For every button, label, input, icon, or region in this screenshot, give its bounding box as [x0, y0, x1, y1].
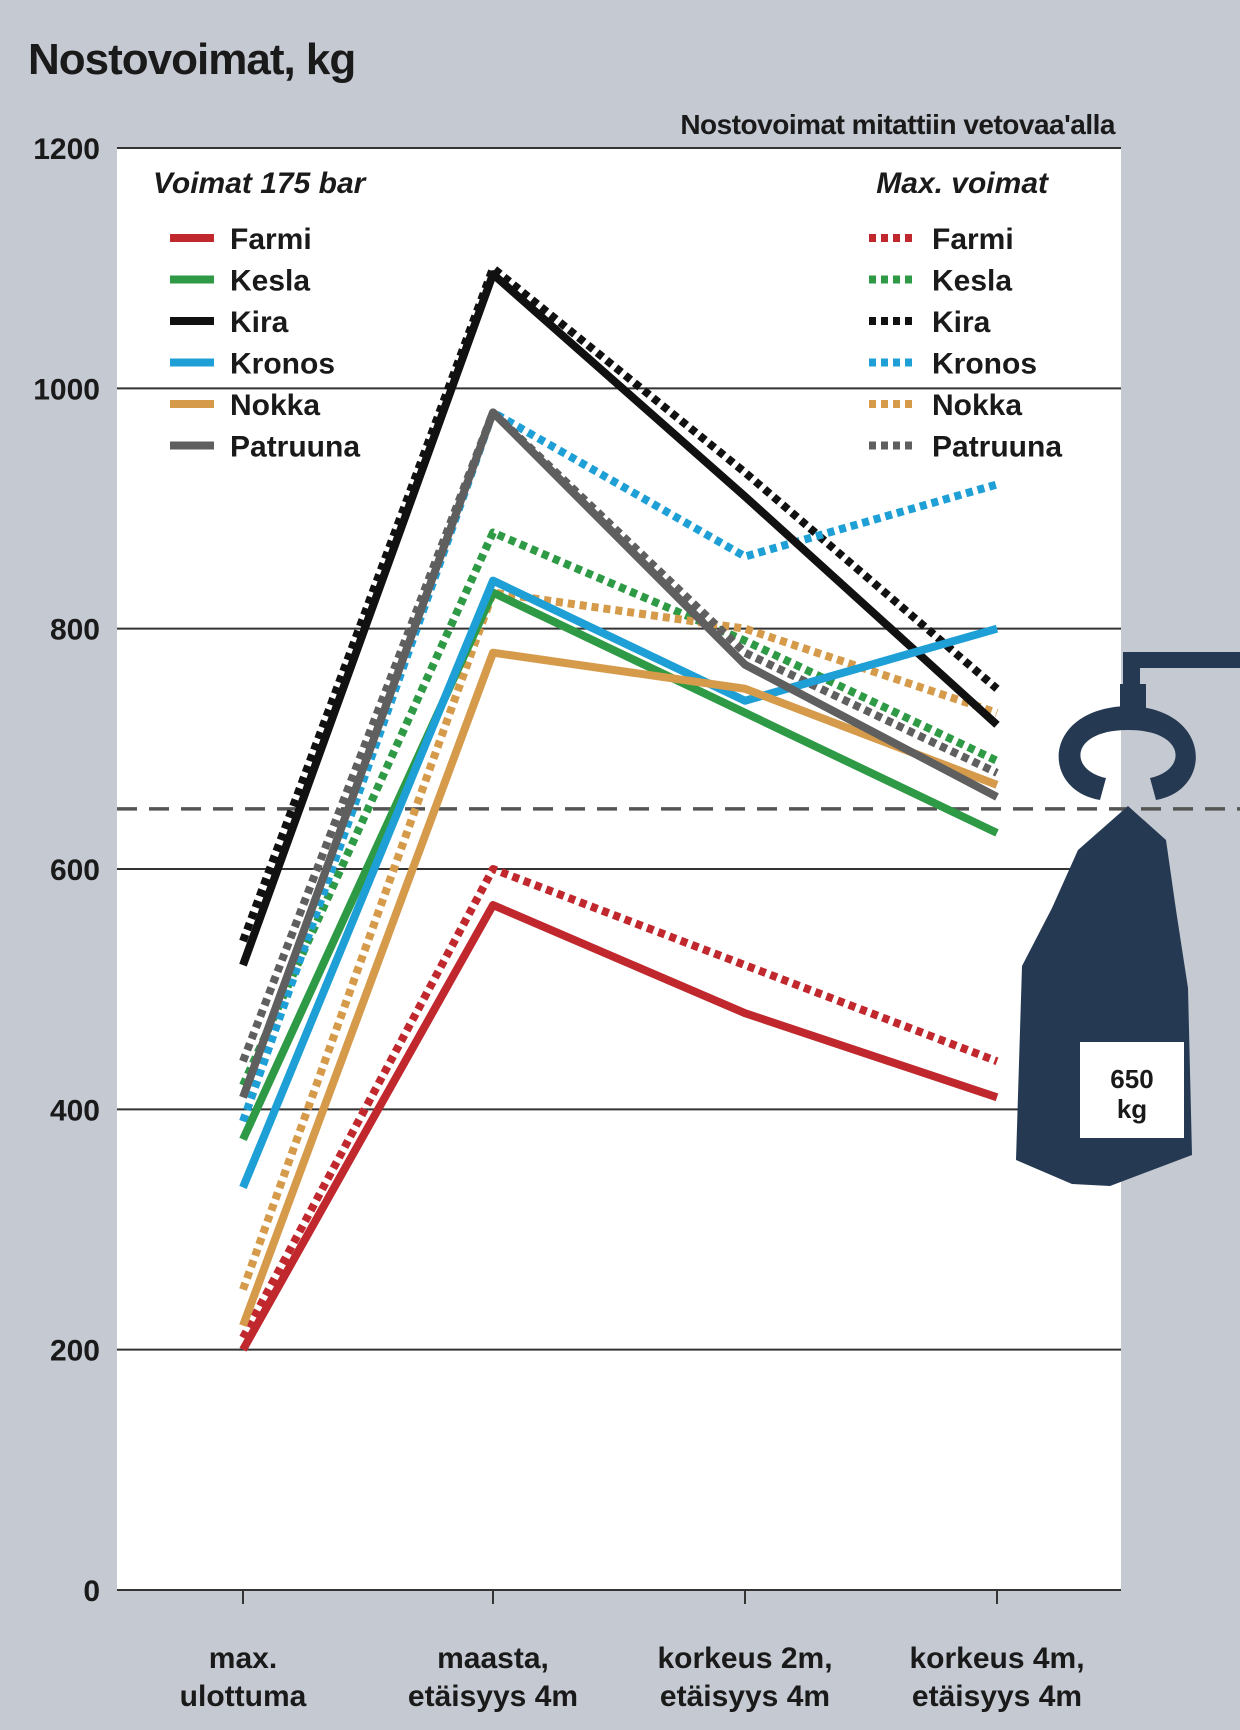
legend-solid-title: Voimat 175 bar: [153, 167, 368, 200]
force-175bar-series: [239, 270, 1000, 1352]
solid-series-kira: [239, 270, 1000, 967]
legend-label-farmi: Farmi: [230, 223, 312, 256]
weight-unit: kg: [1117, 1094, 1147, 1124]
y-tick-label: 800: [50, 614, 100, 647]
legend-dotted-label-nokka: Nokka: [932, 389, 1022, 422]
legend-label-kira: Kira: [230, 306, 289, 339]
y-tick-label: 1000: [33, 373, 100, 406]
y-tick-label: 400: [50, 1094, 100, 1127]
dotted-series-kesla: [239, 528, 999, 1087]
x-tick-label: etäisyys 4m: [660, 1680, 830, 1713]
x-tick-label: korkeus 4m,: [909, 1642, 1084, 1675]
legend-label-patruuna: Patruuna: [230, 431, 360, 464]
solid-series-patruuna: [239, 408, 999, 1099]
solid-series-kronos: [239, 576, 999, 1189]
solid-series-farmi: [239, 901, 999, 1352]
y-tick-label: 0: [83, 1575, 100, 1608]
x-tick-label: max.: [209, 1642, 277, 1675]
x-axis-ticks: max. ulottuma maasta, etäisyys 4m korkeus 2m…: [180, 1590, 1085, 1713]
weight-icon: 650 kg: [1016, 652, 1240, 1186]
grapple-icon: [1058, 706, 1196, 800]
legend-dotted-label-kira: Kira: [932, 306, 991, 339]
x-tick-label: etäisyys 4m: [912, 1680, 1082, 1713]
chart-note: Nostovoimat mitattiin vetovaa'alla: [680, 109, 1116, 140]
dotted-series-patruuna: [239, 408, 999, 1063]
crane-joint-icon: [1120, 684, 1146, 708]
y-axis-ticks: 0 200 400 600 800 1000 1200: [33, 133, 100, 1608]
legend-label-nokka: Nokka: [230, 389, 320, 422]
x-tick-label: maasta,: [437, 1642, 549, 1675]
y-tick-label: 600: [50, 854, 100, 887]
legend-dotted-title: Max. voimat: [876, 167, 1050, 200]
x-tick-label: korkeus 2m,: [657, 1642, 832, 1675]
y-tick-label: 1200: [33, 133, 100, 166]
solid-series-kesla: [239, 588, 999, 1142]
weight-label-box: [1080, 1042, 1184, 1138]
dotted-series-kronos: [239, 408, 999, 1123]
dotted-series-kira: [239, 264, 1000, 943]
legend-dotted-label-kronos: Kronos: [932, 348, 1037, 381]
weight-value: 650: [1110, 1064, 1153, 1094]
dotted-series-nokka: [239, 588, 999, 1291]
legend-label-kronos: Kronos: [230, 348, 335, 381]
legend-dotted-label-farmi: Farmi: [932, 223, 1014, 256]
x-tick-label: ulottuma: [180, 1680, 307, 1713]
legends: Voimat 175 bar Max. voimat Farmi Kesla Kir…: [153, 167, 1062, 464]
x-tick-label: etäisyys 4m: [408, 1680, 578, 1713]
crane-arm-icon: [1123, 652, 1240, 688]
solid-series-nokka: [239, 648, 999, 1328]
max-force-series: [239, 264, 1000, 1340]
legend-dotted-label-kesla: Kesla: [932, 265, 1012, 298]
legend-dotted-label-patruuna: Patruuna: [932, 431, 1062, 464]
legend-label-kesla: Kesla: [230, 265, 310, 298]
dotted-series-farmi: [239, 865, 999, 1340]
y-tick-label: 200: [50, 1335, 100, 1368]
chart-title: Nostovoimat, kg: [28, 35, 355, 84]
